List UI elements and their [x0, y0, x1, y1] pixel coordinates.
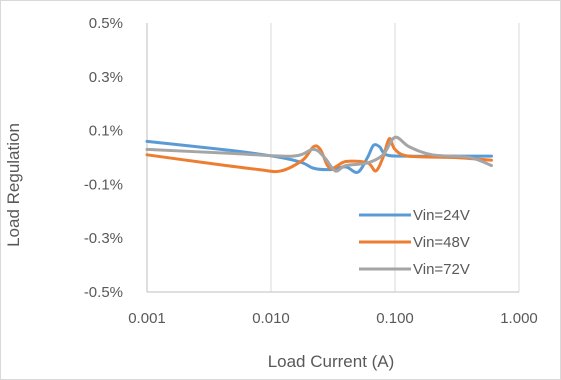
y-tick-label: 0.1%	[89, 123, 123, 140]
series-line-1	[145, 139, 493, 175]
x-tick-label: 0.100	[376, 310, 414, 327]
legend-label-2: Vin=48V	[413, 234, 470, 251]
y-tick-label: -0.3%	[84, 230, 123, 247]
y-tick-label: 0.3%	[89, 69, 123, 86]
y-axis-title: Load Regulation	[4, 123, 23, 247]
series-line-2	[145, 137, 493, 174]
legend: Vin=24V Vin=48V Vin=72V	[359, 207, 470, 278]
series-lines	[145, 135, 493, 175]
x-tick-label: 1.000	[500, 310, 538, 327]
tick-labels: 0.001 0.010 0.100 1.000 0.5% 0.3% 0.1% -0.1% -0.…	[84, 15, 538, 327]
x-tick-label: 0.010	[252, 310, 290, 327]
y-tick-label: -0.5%	[84, 284, 123, 301]
axes	[146, 23, 519, 293]
legend-label-3: Vin=72V	[413, 261, 470, 278]
x-tick-label: 0.001	[128, 310, 166, 327]
y-tick-label: 0.5%	[89, 15, 123, 32]
x-axis-title: Load Current (A)	[268, 352, 395, 371]
y-tick-label: -0.1%	[84, 176, 123, 193]
series-line-3	[145, 135, 493, 173]
legend-label-1: Vin=24V	[413, 207, 470, 224]
